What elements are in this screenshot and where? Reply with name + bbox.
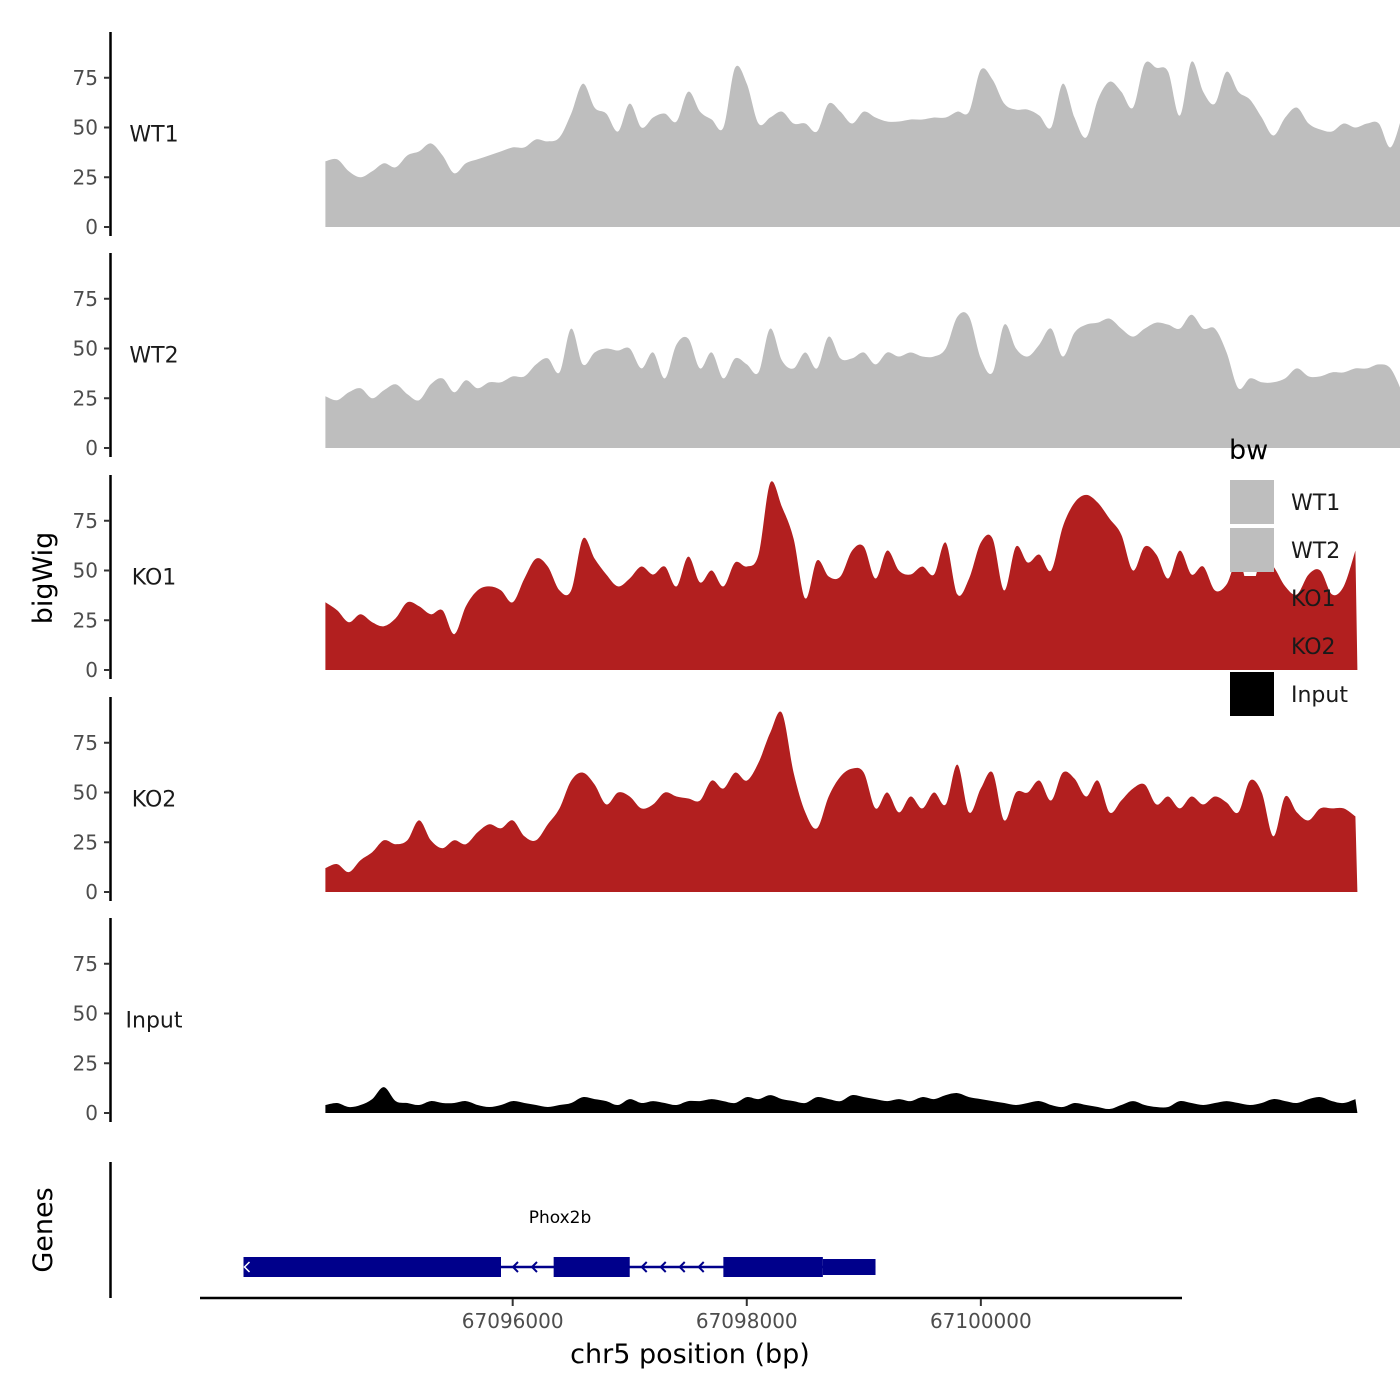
y-tick-label: 25 [73, 386, 98, 410]
strand-arrow-icon [511, 1261, 519, 1273]
track-input: 0 25 50 75 Input [73, 918, 1358, 1125]
y-tick-label: 50 [73, 116, 98, 140]
y-tick-label: 0 [85, 1101, 98, 1125]
legend-label: KO1 [1291, 587, 1336, 612]
track-ko2: 0 25 50 75 KO2 [73, 697, 1358, 904]
track-label: KO1 [132, 566, 177, 591]
y-tick-label: 0 [85, 658, 98, 682]
legend-item-wt1: WT1 [1230, 480, 1340, 524]
legend-label: KO2 [1291, 635, 1336, 660]
legend-item-ko1: KO1 [1230, 576, 1336, 620]
x-tick-label: 67096000 [462, 1309, 564, 1333]
gene-models: Phox2b [243, 1208, 876, 1277]
legend-swatch [1230, 624, 1274, 668]
y-tick-label: 75 [73, 66, 98, 90]
track-label: WT2 [129, 344, 178, 369]
gene-exon [553, 1257, 630, 1277]
y-tick-label: 25 [73, 165, 98, 189]
legend-label: Input [1291, 683, 1348, 708]
strand-arrow-icon [640, 1261, 648, 1273]
gene-name-label: Phox2b [529, 1208, 592, 1228]
gene-exon [723, 1257, 823, 1277]
gene-exon [243, 1257, 501, 1277]
y-tick-label: 50 [73, 1002, 98, 1026]
y-tick-label: 75 [73, 731, 98, 755]
strand-arrow-icon [243, 1261, 251, 1273]
coverage-area-ko2 [325, 711, 1358, 892]
legend-swatch [1230, 480, 1274, 524]
coverage-area-wt2 [325, 312, 1400, 448]
y-tick-label: 50 [73, 559, 98, 583]
strand-arrow-icon [678, 1261, 686, 1273]
strand-arrow-icon [659, 1261, 667, 1273]
gene-panel: Genes Phox2b [28, 1162, 876, 1298]
track-ko1: 0 25 50 75 KO1 [73, 475, 1358, 682]
legend: bw WT1 WT2 KO1 KO2 Input [1229, 435, 1348, 716]
y-tick-label: 25 [73, 608, 98, 632]
genes-axis-title: Genes [28, 1187, 59, 1272]
legend-item-ko2: KO2 [1230, 624, 1336, 668]
y-axis-title: bigWig [28, 532, 59, 625]
y-tick-label: 0 [85, 215, 98, 239]
y-tick-label: 75 [73, 287, 98, 311]
track-label: KO2 [132, 788, 177, 813]
gene-utr [822, 1259, 876, 1275]
y-tick-label: 0 [85, 436, 98, 460]
legend-swatch [1230, 576, 1274, 620]
y-tick-label: 75 [73, 509, 98, 533]
strand-arrow-icon [697, 1261, 705, 1273]
gene-phox2b: Phox2b [243, 1208, 876, 1277]
x-axis: 67096000 67098000 67100000 chr5 position (… [200, 1296, 1182, 1370]
legend-label: WT1 [1291, 491, 1340, 516]
track-wt1: 0 25 50 75 WT1 [73, 32, 1400, 239]
legend-swatch [1230, 528, 1274, 572]
y-tick-label: 50 [73, 337, 98, 361]
track-label: WT1 [129, 123, 178, 148]
y-tick-label: 50 [73, 781, 98, 805]
legend-label: WT2 [1291, 539, 1340, 564]
y-tick-label: 25 [73, 1051, 98, 1075]
coverage-area-ko1 [325, 481, 1358, 670]
legend-title: bw [1229, 435, 1268, 466]
x-axis-title: chr5 position (bp) [570, 1339, 810, 1370]
track-wt2: 0 25 50 75 WT2 [73, 253, 1400, 460]
coverage-area-input [325, 1087, 1358, 1113]
legend-item-wt2: WT2 [1230, 528, 1340, 572]
y-tick-label: 75 [73, 952, 98, 976]
x-tick-label: 67100000 [930, 1309, 1032, 1333]
coverage-area-wt1 [325, 61, 1400, 227]
track-label: Input [126, 1009, 183, 1034]
y-tick-label: 25 [73, 830, 98, 854]
legend-item-input: Input [1230, 672, 1348, 716]
y-tick-label: 0 [85, 880, 98, 904]
x-tick-label: 67098000 [696, 1309, 798, 1333]
strand-arrow-icon [530, 1261, 538, 1273]
track-panels: 0 25 50 75 WT1 0 25 50 75 WT2 0 25 50 75 KO1 0 25 50 75 KO2… [73, 32, 1400, 1125]
legend-swatch [1230, 672, 1274, 716]
